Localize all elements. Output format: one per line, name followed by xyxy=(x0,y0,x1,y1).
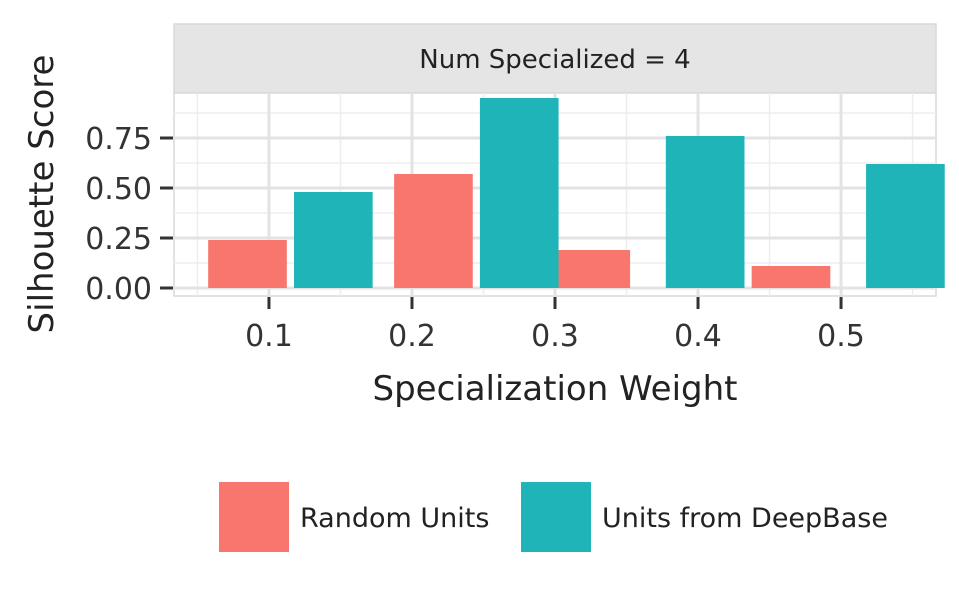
x-tick-label-0: 0.1 xyxy=(245,319,293,354)
x-axis: 0.1 0.2 0.3 0.4 0.5 xyxy=(245,297,865,354)
bar-random-3 xyxy=(751,266,831,288)
legend-label-0: Random Units xyxy=(300,503,489,534)
legend-label-1: Units from DeepBase xyxy=(602,503,888,534)
x-tick-label-3: 0.4 xyxy=(674,319,722,354)
legend-swatch-0 xyxy=(219,482,289,552)
y-tick-label-3: 0.75 xyxy=(85,122,152,157)
bar-random-2 xyxy=(551,250,631,288)
legend-swatch-1 xyxy=(521,482,591,552)
y-tick-label-0: 0.00 xyxy=(85,272,152,307)
legend: Random Units Units from DeepBase xyxy=(219,482,888,552)
bar-deepbase-3 xyxy=(866,164,945,288)
bar-deepbase-1 xyxy=(479,98,559,288)
facet-label: Num Specialized = 4 xyxy=(419,45,690,75)
y-axis: 0.00 0.25 0.50 0.75 xyxy=(85,122,173,307)
x-tick-label-1: 0.2 xyxy=(388,319,436,354)
y-axis-title: Silhouette Score xyxy=(22,55,62,334)
x-axis-title: Specialization Weight xyxy=(372,369,737,409)
y-tick-label-1: 0.25 xyxy=(85,222,152,257)
bars xyxy=(208,98,945,288)
bar-random-0 xyxy=(208,240,287,288)
bar-deepbase-2 xyxy=(665,136,745,288)
strip-background xyxy=(173,23,937,94)
y-tick-label-2: 0.50 xyxy=(85,172,152,207)
x-tick-label-2: 0.3 xyxy=(531,319,579,354)
bar-random-1 xyxy=(394,174,473,288)
x-tick-label-4: 0.5 xyxy=(817,319,865,354)
bar-deepbase-0 xyxy=(293,192,373,288)
